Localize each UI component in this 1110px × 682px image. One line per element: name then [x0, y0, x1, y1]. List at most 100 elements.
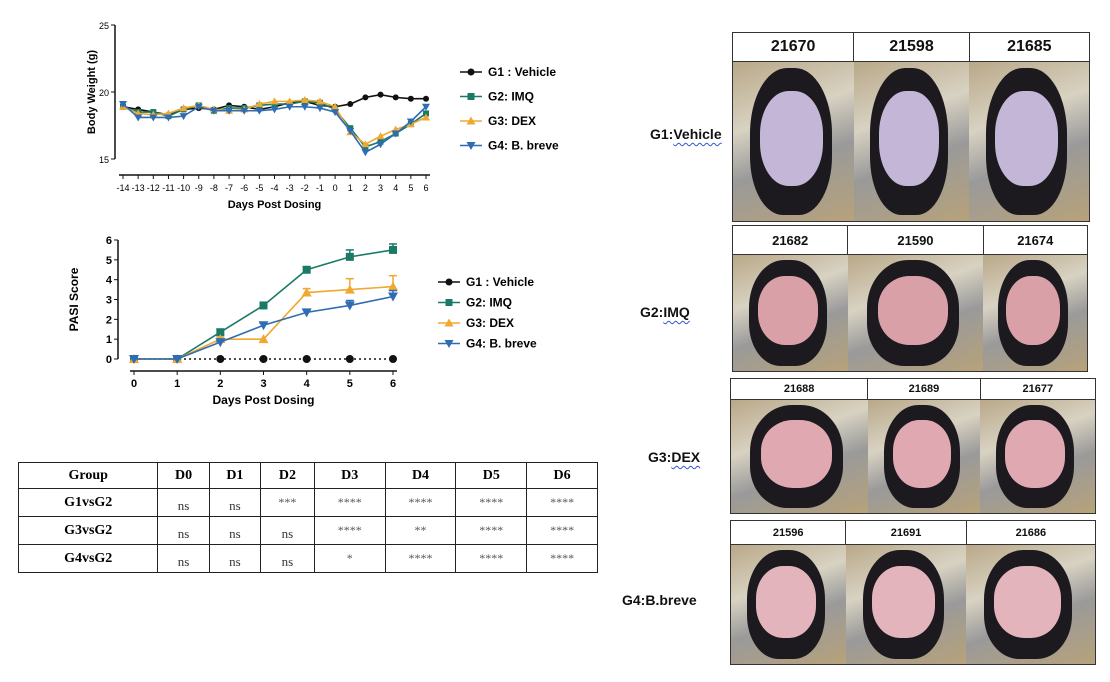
significance-cell: ns — [208, 544, 262, 573]
col-header: Group — [17, 462, 159, 489]
y-tick-label: 20 — [99, 88, 109, 98]
data-point — [258, 321, 269, 331]
data-point — [361, 149, 370, 157]
data-point — [389, 245, 397, 254]
data-point — [361, 140, 370, 148]
group-label: G2:IMQ — [640, 304, 690, 320]
data-point — [376, 132, 385, 140]
x-tick-label: -7 — [225, 183, 233, 193]
x-tick-label: -8 — [210, 183, 218, 193]
data-point — [344, 284, 355, 294]
data-point — [346, 127, 355, 135]
legend-label: G3: DEX — [488, 114, 536, 128]
data-point — [129, 355, 139, 364]
data-point — [285, 97, 294, 105]
x-tick-label: -3 — [286, 183, 294, 193]
significance-cell: *** — [260, 488, 315, 517]
mouse-photo — [848, 255, 983, 371]
mouse-id-label: 21685 — [969, 33, 1089, 62]
significance-table: Group D0 D1 D2 D3 D4 D5 D6 G1vsG2 ns ns ***… — [17, 462, 598, 573]
data-point — [388, 292, 398, 302]
x-tick-label: -13 — [132, 183, 145, 193]
mouse-id-label: 21590 — [848, 226, 984, 255]
col-header: D0 — [157, 462, 210, 489]
data-point — [179, 104, 188, 112]
significance-cell: **** — [526, 544, 598, 573]
significance-cell: ns — [208, 516, 262, 545]
data-point — [467, 68, 475, 76]
significance-cell: **** — [384, 488, 457, 517]
data-point — [225, 107, 234, 115]
data-point — [407, 95, 414, 102]
x-tick-label: 3 — [378, 183, 383, 193]
data-point — [347, 101, 354, 108]
pasi-score-chart: 0 1 2 3 4 5 6 0 1 2 3 4 5 6 Days Post Dosing PASI Score… — [67, 235, 537, 407]
data-point — [444, 318, 454, 327]
significance-cell: **** — [526, 488, 598, 517]
significance-cell: **** — [313, 488, 386, 517]
x-tick-label: 3 — [260, 378, 266, 390]
y-axis-label: PASI Score — [67, 267, 81, 331]
mouse-photo — [733, 62, 854, 221]
mouse-photo — [733, 255, 848, 371]
data-point — [255, 107, 264, 115]
mouse-photo — [731, 545, 846, 664]
data-point — [315, 97, 324, 105]
legend-label: G4: B. breve — [466, 337, 537, 351]
x-tick-label: 4 — [393, 183, 398, 193]
mouse-photo — [846, 545, 966, 664]
mouse-photo — [854, 62, 969, 221]
x-tick-label: -14 — [116, 183, 129, 193]
table-row: G4vsG2 ns ns ns * **** **** **** — [17, 544, 598, 573]
mouse-id-label: 21686 — [966, 521, 1096, 545]
y-tick-label: 1 — [106, 334, 112, 346]
col-header: D5 — [455, 462, 528, 489]
mouse-id-label: 21596 — [731, 521, 847, 545]
group-label: G1:Vehicle — [650, 126, 722, 142]
x-axis-label: Days Post Dosing — [212, 393, 314, 407]
data-point — [444, 340, 454, 348]
mouse-photo-panel: 21682 21590 21674 — [732, 225, 1088, 372]
data-point — [423, 95, 429, 102]
mouse-photo — [731, 400, 868, 513]
significance-cell: **** — [455, 544, 528, 573]
data-point — [466, 116, 476, 125]
mouse-id-label: 21674 — [983, 226, 1087, 255]
group-name: Vehicle — [673, 126, 722, 142]
significance-cell: **** — [384, 544, 457, 573]
mouse-id-label: 21670 — [733, 33, 855, 62]
data-point — [300, 103, 309, 111]
data-point — [216, 355, 225, 363]
legend-label: G2: IMQ — [488, 90, 534, 104]
group-prefix: G3: — [648, 449, 672, 465]
data-point — [270, 106, 279, 114]
mouse-id-label: 21677 — [980, 379, 1096, 400]
data-point — [467, 93, 475, 100]
data-point — [362, 94, 369, 101]
mouse-photo-panel: 21596 21691 21686 — [730, 520, 1096, 665]
legend-label: G4: B. breve — [488, 139, 559, 153]
data-point — [466, 142, 476, 150]
data-point — [259, 301, 268, 310]
y-tick-label: 0 — [106, 354, 112, 366]
data-point — [376, 141, 385, 149]
data-point — [216, 328, 225, 337]
x-tick-label: 0 — [131, 378, 137, 390]
data-point — [134, 114, 143, 122]
col-header: D2 — [260, 462, 315, 489]
x-tick-label: 6 — [390, 378, 396, 390]
x-tick-label: 5 — [347, 378, 353, 390]
data-point — [301, 287, 312, 297]
data-point — [445, 299, 453, 306]
data-point — [388, 281, 398, 291]
mouse-id-label: 21688 — [731, 379, 869, 400]
data-point — [194, 103, 203, 111]
data-point — [392, 94, 399, 101]
mouse-photo — [966, 545, 1095, 664]
col-header: D4 — [384, 462, 457, 489]
x-tick-label: -12 — [147, 183, 160, 193]
data-point — [255, 100, 264, 108]
table-row: G1vsG2 ns ns *** **** **** **** **** — [17, 488, 598, 517]
data-point — [302, 265, 311, 274]
significance-cell: **** — [313, 516, 386, 545]
